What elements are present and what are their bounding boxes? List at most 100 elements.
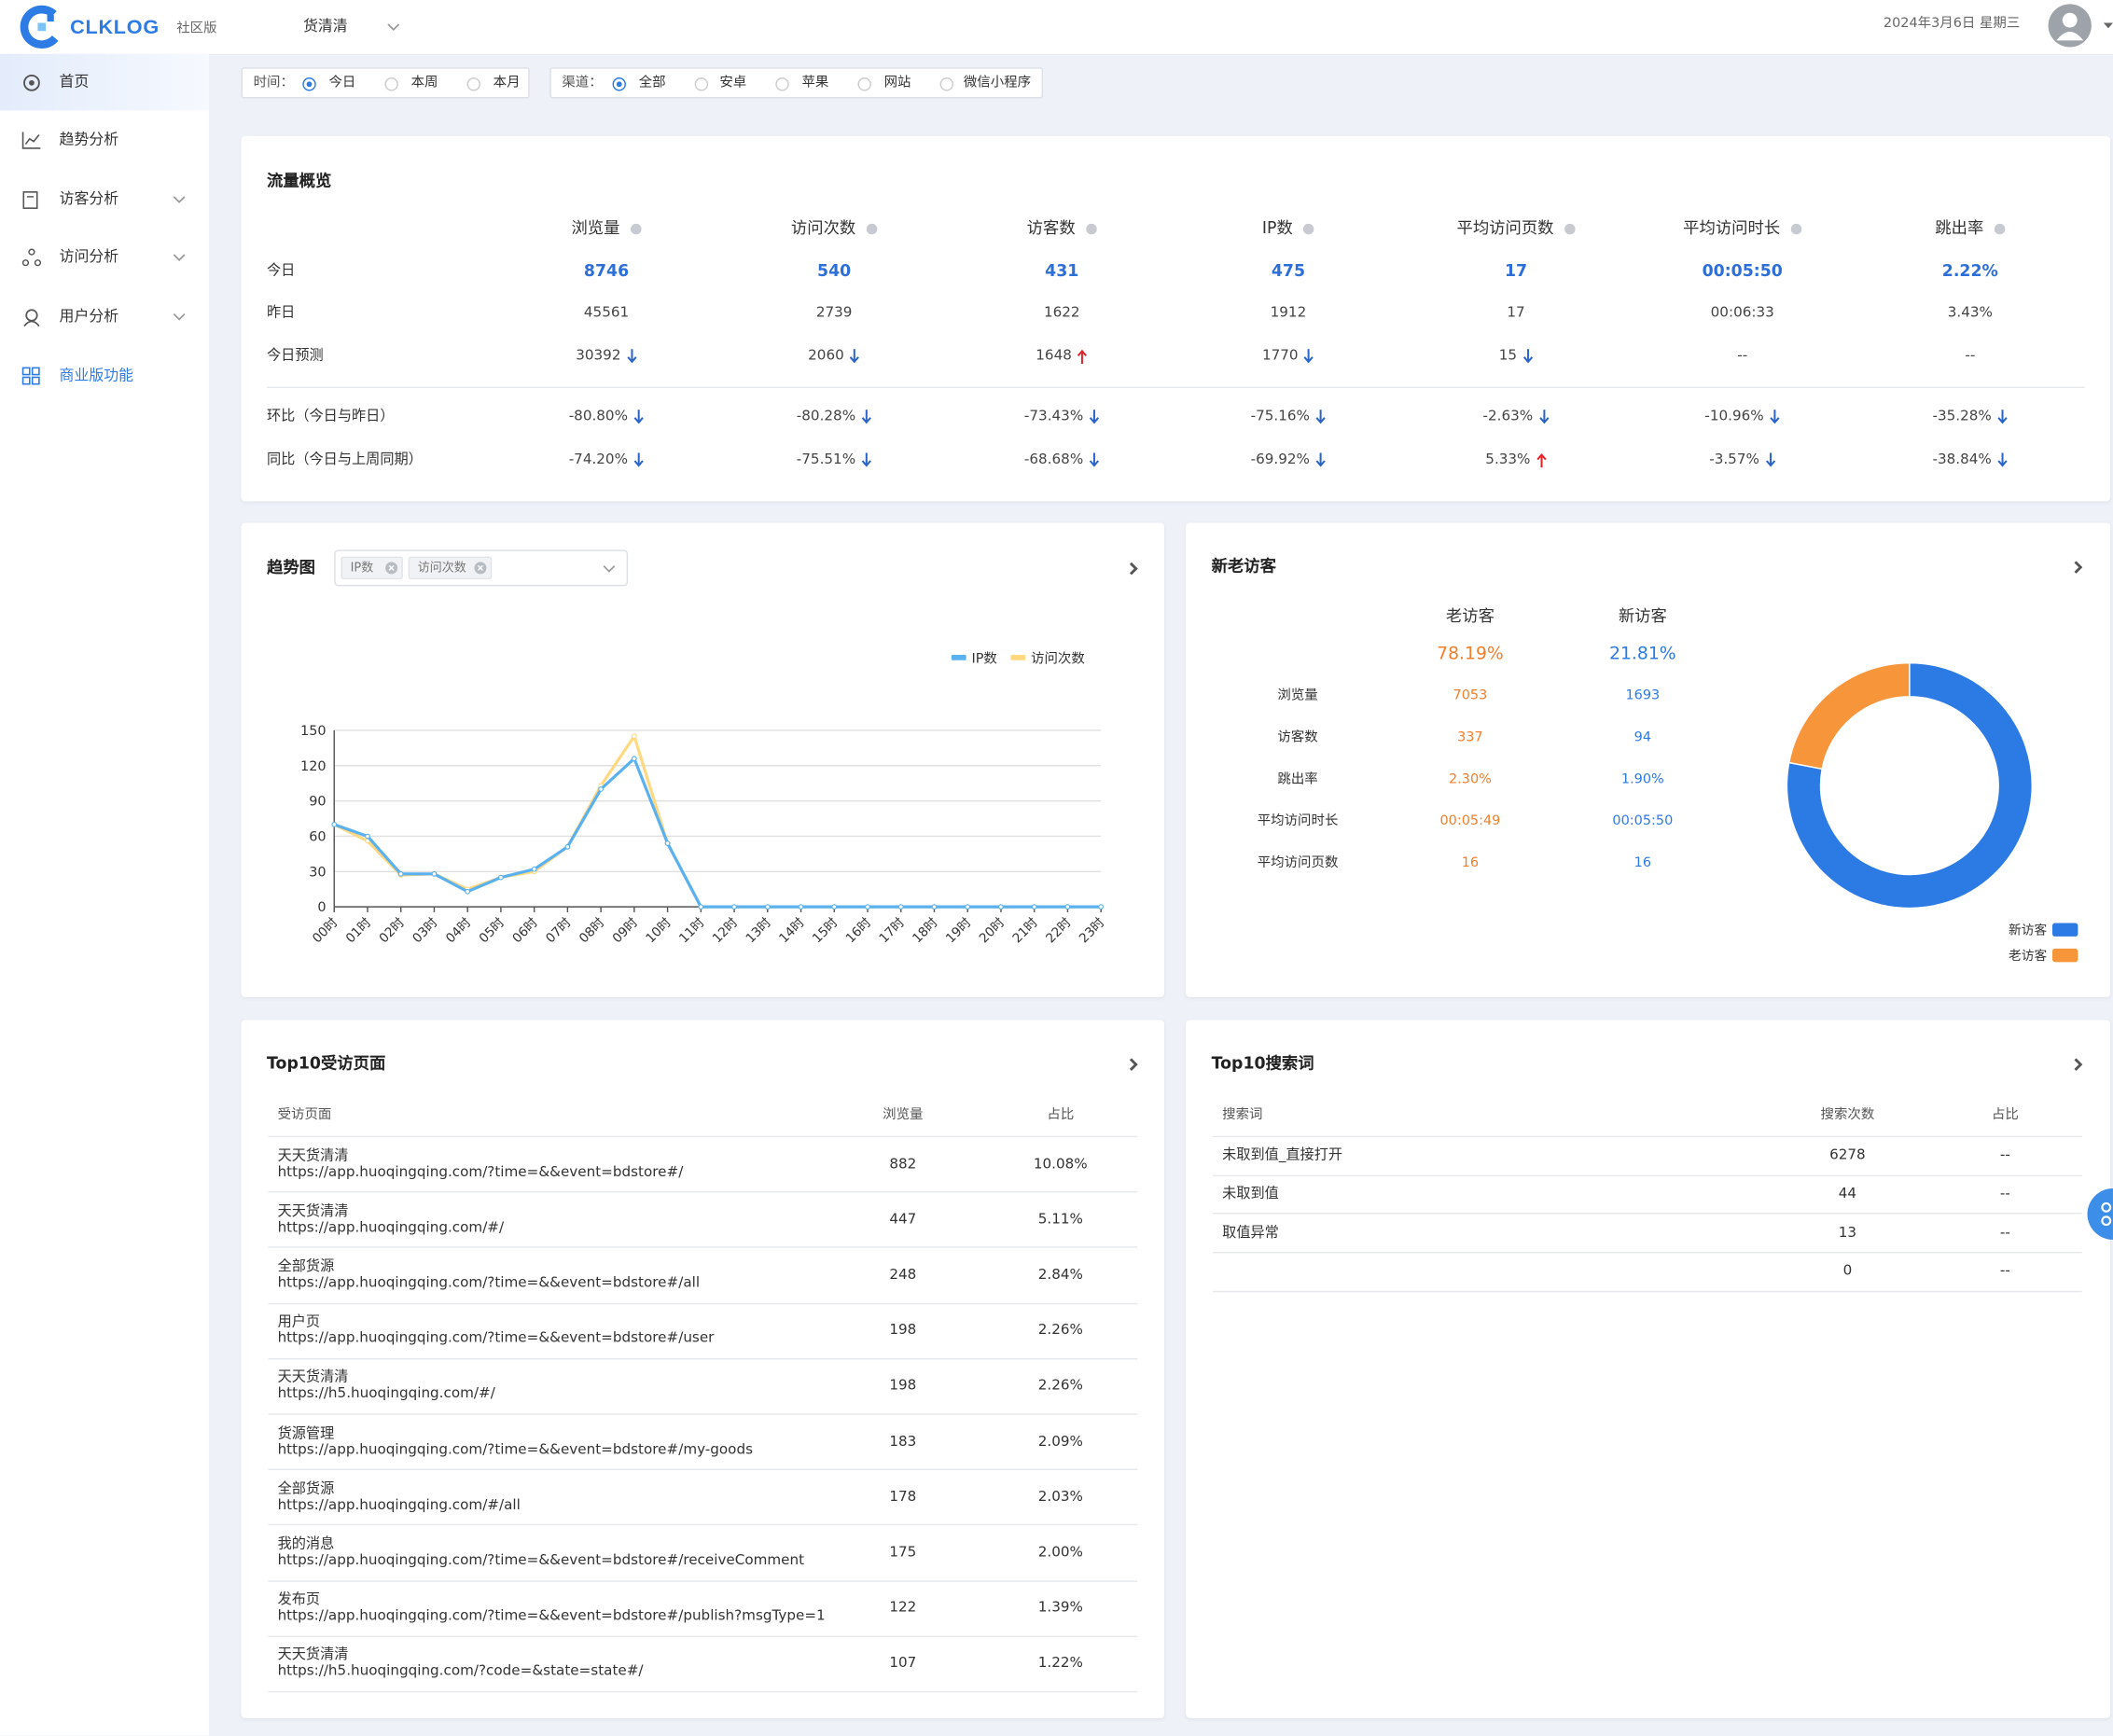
row-label: 跳出率 <box>1277 771 1318 787</box>
help-icon[interactable] <box>1790 223 1802 234</box>
data-point <box>965 904 971 910</box>
radio <box>384 76 398 90</box>
menu-item[interactable]: 访问分析 <box>0 229 209 286</box>
chevron[interactable] <box>2071 1058 2084 1071</box>
radio-option[interactable]: 网站 <box>857 72 930 96</box>
column-header: 老访客 <box>1445 606 1494 626</box>
cell-value: 337 <box>1457 729 1483 745</box>
x-tick-label: 00时 <box>310 915 341 947</box>
trend-card: 趋势图 IP数 访问次数 0 30 60 90 120 150 00时 01时 02时 03时 04时 05… <box>241 522 1165 997</box>
float-button-dot <box>2101 1215 2112 1227</box>
legend-item[interactable]: 访问次数 <box>1010 651 1085 667</box>
chevron[interactable] <box>1127 562 1140 576</box>
radio-option[interactable]: 苹果 <box>775 72 848 96</box>
row-divider <box>268 1357 1138 1360</box>
help-icon[interactable] <box>1994 223 2006 234</box>
chevron[interactable] <box>387 21 400 34</box>
help-icon[interactable] <box>1564 223 1576 234</box>
radio-option[interactable]: 全部 <box>612 72 685 96</box>
cell-value: 1.39% <box>1037 1599 1083 1617</box>
chevron[interactable] <box>1127 1058 1140 1071</box>
data-point <box>798 904 804 910</box>
menu-item[interactable]: 首页 <box>0 53 209 111</box>
help-icon[interactable] <box>631 223 642 234</box>
avatar[interactable] <box>2048 4 2092 48</box>
cell: -10.96% <box>1607 406 1877 427</box>
radio-option[interactable]: 本月 <box>466 72 539 96</box>
cell-value: 2060 <box>808 347 844 365</box>
column-title: 浏览量 <box>571 218 620 238</box>
legend-item[interactable]: 老访客 <box>2009 948 2078 964</box>
cell-value: 6278 <box>1829 1146 1866 1164</box>
column-header: 访客数 <box>927 217 1197 239</box>
radio-option[interactable]: 本周 <box>384 72 457 96</box>
cell-value: 2.03% <box>1037 1488 1083 1506</box>
legend-item[interactable]: IP数 <box>951 651 998 667</box>
radio-ring <box>466 76 480 90</box>
cell-value: 10.08% <box>1033 1155 1088 1173</box>
help-icon[interactable] <box>1303 223 1314 234</box>
chevron[interactable] <box>173 310 186 323</box>
x-tick-label: 22时 <box>1043 915 1075 947</box>
logo-square <box>47 14 54 22</box>
menu-item[interactable]: 访客分析 <box>0 171 209 228</box>
filter-label: 渠道： <box>562 75 603 90</box>
cell: 8746 <box>472 260 742 282</box>
edition: 社区版 <box>176 21 217 37</box>
cell-value: -73.43% <box>1023 408 1084 425</box>
chevron[interactable] <box>603 562 616 575</box>
series-chip[interactable]: IP数 <box>341 556 403 580</box>
arrow-head <box>633 416 644 424</box>
chevron[interactable] <box>2071 561 2084 574</box>
row-divider <box>268 1468 1138 1471</box>
project-select[interactable]: 货清清 <box>303 17 348 35</box>
user-menu[interactable] <box>2103 22 2113 30</box>
float-button[interactable] <box>2087 1188 2113 1240</box>
menu-item[interactable]: 商业版功能 <box>0 348 209 405</box>
card-title: Top10受访页面 <box>267 1053 386 1073</box>
cell-value: -2.63% <box>1482 408 1534 425</box>
radio-label: 本周 <box>410 75 438 90</box>
radio-option[interactable]: 今日 <box>302 72 375 96</box>
cell-value: 1912 <box>1270 304 1307 321</box>
legend-item[interactable]: 新访客 <box>2009 923 2078 938</box>
trend-arrow <box>1997 409 2008 424</box>
x-tick-label: 20时 <box>977 915 1008 947</box>
icon-part <box>25 309 38 322</box>
cell: 00:05:50 <box>1607 260 1877 282</box>
card-title: 趋势图 <box>267 558 316 577</box>
cell-value: 1.22% <box>1037 1655 1083 1672</box>
cell-value: 882 <box>889 1155 917 1173</box>
data-point <box>1064 904 1071 910</box>
menu-item[interactable]: 用户分析 <box>0 288 209 345</box>
radio-option[interactable]: 微信小程序 <box>939 72 1031 96</box>
data-point <box>564 843 571 850</box>
page-url: https://app.huoqingqing.com/?time=&&even… <box>277 1441 754 1458</box>
help-icon[interactable] <box>1086 223 1097 234</box>
radio-option[interactable]: 安卓 <box>694 72 766 96</box>
series-select[interactable]: IP数 访问次数 <box>334 549 629 587</box>
help-icon[interactable] <box>866 223 878 234</box>
series-chip[interactable]: 访问次数 <box>408 556 493 580</box>
arrow-head <box>1538 416 1549 424</box>
menu-item[interactable]: 趋势分析 <box>0 112 209 169</box>
visitor-share: 21.81% <box>1609 644 1676 665</box>
chevron[interactable] <box>173 251 186 264</box>
row-divider <box>1213 1252 2082 1254</box>
row-divider <box>268 1302 1138 1304</box>
visitor-card: 新老访客 老访客 78.19% 新访客 21.81% 浏览量 7053 1693 访客数 337 9… <box>1186 522 2111 997</box>
series-line <box>333 756 1102 909</box>
chevron-icon <box>173 312 186 321</box>
page-url: https://app.huoqingqing.com/?time=&&even… <box>277 1607 826 1624</box>
help-circle <box>631 223 642 234</box>
data-point <box>698 904 704 910</box>
column-title: IP数 <box>1261 218 1293 238</box>
row-label: 浏览量 <box>1277 688 1318 704</box>
logo-icon <box>20 5 63 49</box>
chip-remove[interactable] <box>474 562 487 575</box>
chevron[interactable] <box>173 193 186 206</box>
cell: 15 <box>1382 345 1651 367</box>
chevron-icon <box>2074 561 2083 574</box>
chip-remove[interactable] <box>385 562 398 575</box>
row-divider <box>268 1579 1138 1582</box>
